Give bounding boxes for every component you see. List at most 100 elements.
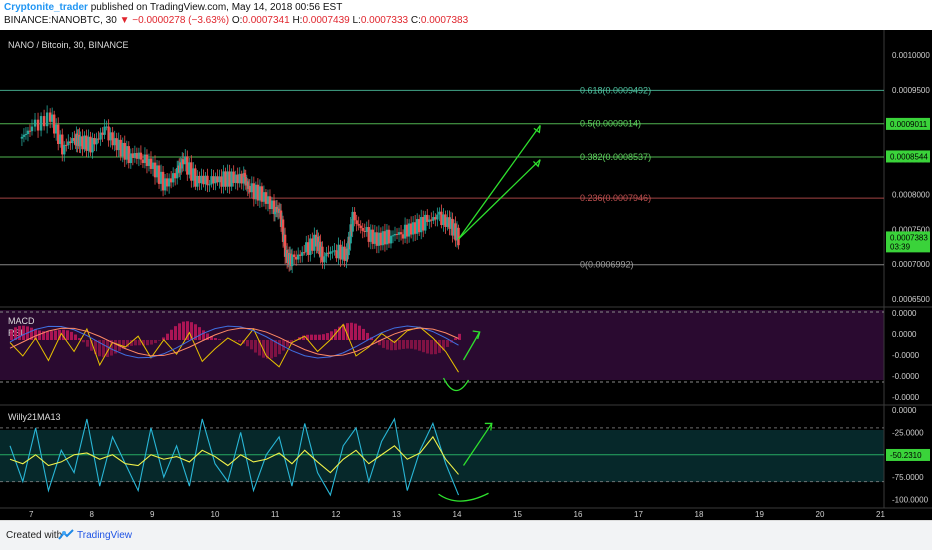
candle-body (397, 232, 401, 235)
candle-body (28, 130, 32, 132)
candle-body (220, 176, 223, 187)
willy-smile-mark (438, 492, 489, 502)
macd-histogram-bar (310, 334, 313, 340)
candle-body (159, 171, 163, 184)
candle-body (422, 216, 425, 231)
macd-histogram-bar (330, 331, 333, 340)
candle-body (42, 116, 46, 127)
candle-body (107, 126, 110, 141)
price-tag-bg (886, 240, 930, 253)
candle-body (111, 132, 114, 146)
candle-body (357, 223, 360, 226)
candle-body (248, 185, 251, 193)
candle-body (24, 134, 28, 136)
candle-body (22, 134, 26, 137)
candle-body (169, 178, 173, 183)
candle-body (184, 156, 187, 165)
footer: Created with TradingView (0, 520, 932, 550)
macd-arrowhead (472, 330, 481, 340)
macd-histogram-bar (102, 340, 105, 358)
candle-body (446, 217, 449, 227)
macd-tick-label: 0.0000 (892, 309, 917, 318)
candle-body (30, 126, 34, 132)
macd-histogram-bar (254, 340, 257, 353)
willy-tick-label: -50.2310 (890, 451, 922, 460)
candle-body (361, 227, 364, 231)
macd-histogram-bar (50, 331, 53, 340)
time-tick-label: 12 (332, 510, 341, 519)
candle-body (93, 138, 96, 145)
macd-histogram-bar (178, 323, 181, 340)
candle-body (353, 211, 356, 221)
candle-body (305, 242, 308, 253)
candle-body (57, 124, 60, 144)
macd-histogram-bar (98, 340, 101, 357)
candle-body (377, 232, 381, 246)
candle-body (33, 119, 37, 127)
macd-histogram-bar (146, 340, 149, 346)
macd-histogram-bar (122, 340, 125, 349)
candle-body (297, 254, 300, 260)
price-tick-label: 0.0010000 (892, 51, 930, 60)
candle-body (449, 218, 453, 229)
macd-histogram-bar (354, 323, 357, 340)
macd-histogram-bar (186, 321, 189, 340)
candle-body (303, 252, 306, 254)
candle-body (147, 158, 151, 166)
candle-body (385, 229, 389, 245)
candle-body (198, 175, 201, 184)
macd-line (9, 325, 459, 359)
projection-arrowhead (532, 159, 541, 168)
macd-histogram-bar (110, 340, 113, 356)
candle-body (99, 132, 102, 140)
willy-tick-label: -25.0000 (892, 428, 924, 437)
candle-body (369, 229, 372, 242)
candle-body (121, 142, 124, 157)
candle-body (365, 227, 368, 232)
candle-body (415, 219, 419, 234)
candle-body (438, 211, 441, 215)
price-tag-label: 0.0009011 (890, 120, 928, 129)
tradingview-brand[interactable]: TradingView (77, 530, 133, 541)
candle-body (367, 227, 370, 242)
macd-histogram-bar (194, 324, 197, 340)
price-tag-bg (886, 150, 930, 163)
time-tick-label: 10 (211, 510, 220, 519)
chart-svg[interactable]: NANO / Bitcoin, 30, BINANCE 0.0010000 0.00… (0, 30, 932, 520)
candle-body (381, 231, 385, 246)
candle-body (335, 250, 338, 259)
macd-histogram-bar (406, 340, 409, 349)
willy-arrow (462, 423, 493, 466)
macd-histogram-bar (286, 340, 289, 347)
author-link[interactable]: Cryptonite_trader (4, 2, 88, 13)
macd-histogram-bar (342, 324, 345, 340)
macd-histogram-bar (38, 330, 41, 340)
candle-body (420, 216, 423, 233)
candle-body (95, 138, 98, 145)
fib-level-label: 0(0.0006992) (580, 260, 634, 270)
candle-body (67, 141, 70, 146)
macd-histogram-bar (14, 327, 17, 340)
macd-histogram-bar (182, 321, 185, 340)
main-chart-title: NANO / Bitcoin, 30, BINANCE (8, 40, 129, 50)
macd-histogram-bar (446, 340, 449, 347)
candle-body (240, 173, 243, 184)
candle-body (115, 138, 118, 151)
candle-body (292, 254, 296, 257)
chart-area[interactable]: NANO / Bitcoin, 30, BINANCE 0.0010000 0.00… (0, 30, 932, 520)
macd-histogram-bar (314, 334, 317, 340)
candle-body (363, 230, 366, 232)
macd-histogram-bar (46, 331, 49, 340)
time-tick-label: 18 (695, 510, 704, 519)
candle-body (230, 171, 233, 187)
candle-body (119, 139, 122, 157)
time-tick-label: 7 (29, 510, 34, 519)
willy-arrowhead (484, 422, 493, 431)
candle-body (331, 251, 334, 253)
macd-histogram-bar (282, 340, 285, 351)
macd-histogram-bar (246, 340, 249, 347)
candle-body (89, 136, 92, 153)
candle-body (26, 130, 30, 135)
candle-body (97, 138, 100, 140)
candle-body (151, 162, 155, 169)
